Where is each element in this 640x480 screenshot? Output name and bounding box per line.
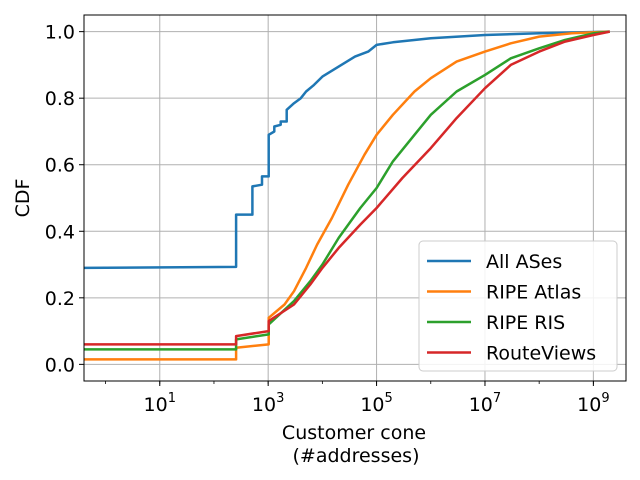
- x-tick-label: 103: [252, 391, 284, 416]
- x-axis-ticks: 101 103 105 107 109: [105, 381, 610, 416]
- series-line-routeviews: [84, 30, 610, 346]
- x-tick-label: 107: [469, 391, 501, 416]
- series-line-all-ases: [83, 30, 610, 270]
- series-lines: [83, 30, 610, 361]
- x-tick-label: 105: [360, 391, 392, 416]
- x-axis-title-line2: (#addresses): [293, 445, 420, 467]
- y-tick-label: 0.8: [45, 88, 75, 110]
- legend-label-all-ases: All ASes: [486, 251, 562, 273]
- y-tick-label: 0.4: [45, 221, 75, 243]
- legend-label-ripe-atlas: RIPE Atlas: [486, 282, 581, 304]
- y-tick-label: 0.2: [45, 288, 75, 310]
- legend-box: [418, 240, 618, 372]
- legend-label-ripe-ris: RIPE RIS: [486, 312, 565, 334]
- plot-frame: [83, 14, 627, 382]
- y-axis-title: CDF: [12, 179, 34, 218]
- y-tick-label: 1.0: [45, 22, 75, 44]
- y-tick-label: 0.6: [45, 155, 75, 177]
- y-axis-ticks: 0.0 0.2 0.4 0.6 0.8 1.0: [45, 22, 84, 376]
- x-tick-label: 109: [577, 391, 609, 416]
- legend-label-routeviews: RouteViews: [486, 343, 596, 365]
- y-tick-label: 0.0: [45, 354, 75, 376]
- x-tick-label: 101: [144, 391, 176, 416]
- legend: All ASes RIPE Atlas RIPE RIS RouteViews: [418, 240, 618, 372]
- x-axis-title-line1: Customer cone: [282, 422, 426, 444]
